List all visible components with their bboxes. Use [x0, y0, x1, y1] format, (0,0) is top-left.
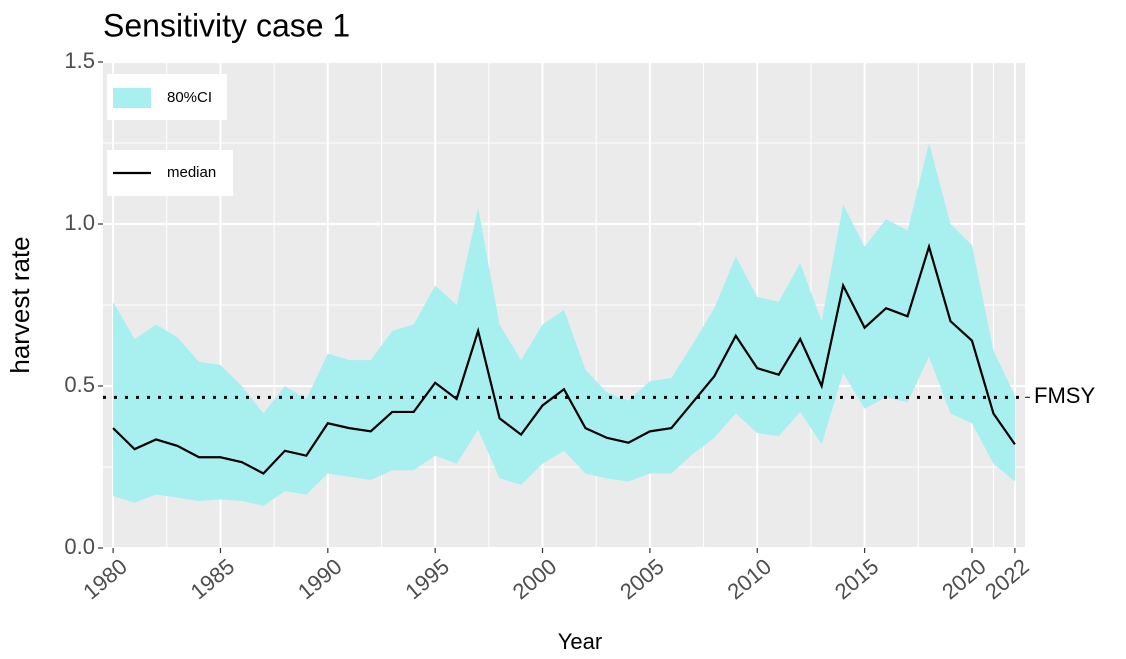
plot-area: [103, 143, 1025, 506]
x-tick-label: 1990: [293, 554, 347, 605]
y-tick-label: 0.5: [64, 372, 95, 397]
y-tick-label: 1.5: [64, 48, 95, 73]
ci-ribbon: [113, 143, 1015, 506]
x-tick-label: 2010: [722, 554, 776, 605]
x-tick-label: 2005: [615, 554, 669, 605]
legend-label: median: [167, 164, 216, 181]
median-line: [112, 242, 1016, 475]
legend-key: [113, 88, 151, 108]
x-tick-label: 2015: [830, 554, 884, 605]
x-tick-label: 2022: [980, 554, 1034, 605]
legend: 80%CI median: [107, 74, 233, 196]
x-tick-label: 1985: [186, 554, 240, 605]
reference-label: FMSY: [1034, 383, 1095, 408]
x-tick-label: 1980: [78, 554, 132, 605]
x-tick-label: 1995: [400, 554, 454, 605]
legend-label: 80%CI: [167, 89, 212, 106]
y-tick-label: 0.0: [64, 534, 95, 559]
x-tick-label: 2020: [937, 554, 991, 605]
y-tick-label: 1.0: [64, 210, 95, 235]
chart-title: Sensitivity case 1: [103, 7, 350, 43]
y-axis-title: harvest rate: [5, 236, 35, 373]
x-tick-label: 2000: [508, 554, 562, 605]
x-axis-title: Year: [558, 629, 602, 654]
